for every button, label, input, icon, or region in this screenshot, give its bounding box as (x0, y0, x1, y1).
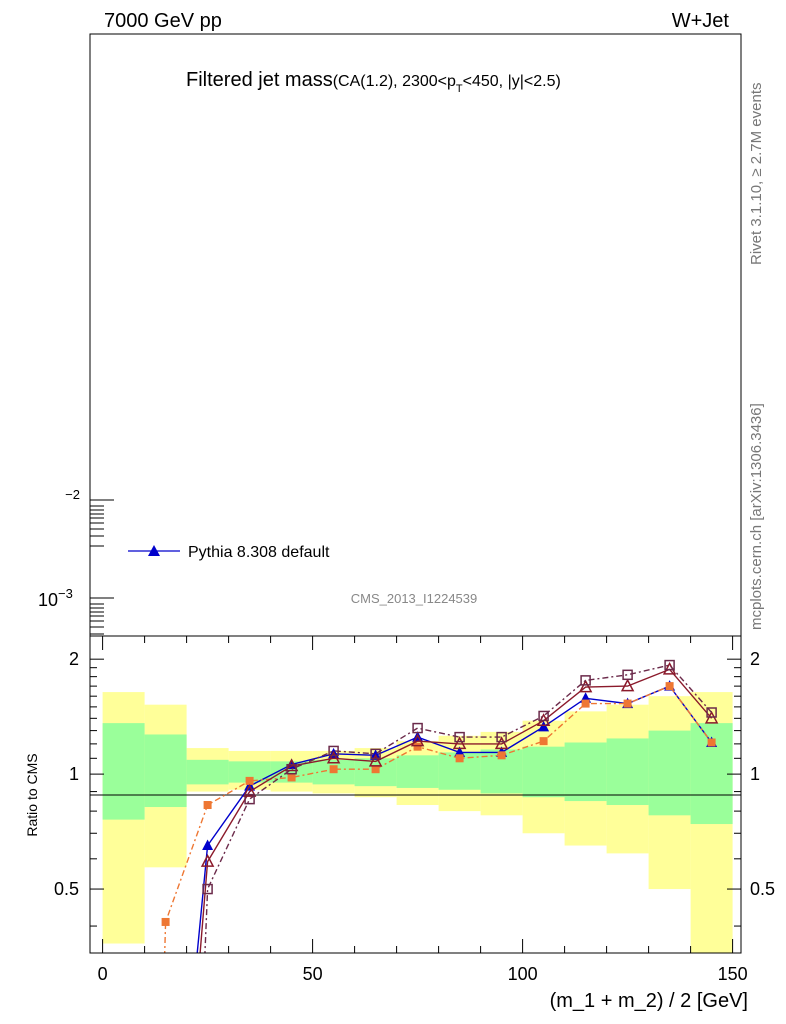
marker-plum (706, 707, 717, 718)
main-y-ticks (90, 499, 114, 635)
rivet-label: Rivet 3.1.10, ≥ 2.7M events (748, 83, 765, 266)
series-line-plum (204, 664, 713, 953)
series-line-darkred (199, 668, 713, 953)
legend-marker-pythia (148, 545, 160, 556)
marker-plum (244, 793, 255, 805)
ratio-series (161, 659, 719, 953)
x-tick-label: 0 (98, 964, 108, 984)
legend: Pythia 8.308 default (128, 544, 330, 561)
marker-plum (202, 883, 213, 895)
mcplots-label: mcplots.cern.ch [arXiv:1306.3436] (748, 403, 765, 630)
marker-orange (707, 738, 716, 747)
marker-darkred (578, 679, 593, 693)
title-sub-a: (CA(1.2), 2300<p (333, 73, 456, 90)
title-main: Filtered jet mass (186, 69, 333, 91)
marker-darkred (494, 736, 509, 750)
band-inner (606, 738, 649, 806)
ratio-ylabel: Ratio to CMS (24, 753, 40, 836)
band-inner (396, 755, 439, 788)
marker-orange (287, 773, 296, 782)
marker-orange (665, 682, 674, 691)
header-right-label: W+Jet (672, 10, 730, 32)
marker-darkred (200, 853, 215, 867)
marker-orange (539, 737, 548, 746)
y-tick-label-right: 1 (750, 764, 760, 784)
ratio-panel: 0 50 100 150 0.5 0.5 1 1 2 2 Ratio to CMS (m_1 + … (24, 635, 775, 1012)
marker-plum (580, 675, 591, 686)
band-inner (564, 742, 607, 802)
marker-pythia (202, 839, 214, 851)
y-tick-label-left: 1 (69, 764, 79, 784)
marker-darkred (410, 733, 425, 747)
x-tick-label: 150 (718, 964, 748, 984)
band-inner (522, 746, 565, 798)
marker-orange (497, 751, 506, 760)
marker-plum (286, 763, 297, 775)
marker-orange (581, 699, 590, 708)
marker-plum (538, 710, 549, 722)
main-y-tick-label-upper: −2 (65, 487, 80, 502)
marker-plum (496, 731, 507, 743)
main-panel: Filtered jet mass(CA(1.2), 2300<pT<450, … (38, 33, 742, 637)
marker-orange (623, 699, 632, 708)
band-inner (648, 730, 691, 816)
main-title: Filtered jet mass(CA(1.2), 2300<pT<450, … (186, 69, 561, 95)
y-tick-label-left: 2 (69, 649, 79, 669)
marker-darkred (368, 753, 383, 767)
marker-orange (161, 917, 170, 926)
marker-darkred (242, 783, 257, 797)
marker-plum (664, 659, 675, 671)
marker-orange (203, 801, 212, 810)
series-line-pythia (196, 685, 713, 953)
y-tick-label-right: 2 (750, 649, 760, 669)
legend-label-pythia: Pythia 8.308 default (188, 544, 330, 561)
band-inner (228, 761, 271, 783)
title-sub-b: T (456, 83, 463, 95)
marker-pythia (538, 720, 550, 732)
marker-darkred (326, 750, 341, 764)
x-tick-label: 100 (508, 964, 538, 984)
y-tick-label-left: 0.5 (54, 879, 79, 899)
header-left-label: 7000 GeV pp (104, 10, 222, 32)
ratio-ticks: 0 50 100 150 0.5 0.5 1 1 2 2 (54, 636, 775, 984)
x-axis-label: (m_1 + m_2) / 2 [GeV] (550, 990, 748, 1012)
title-sub-c: <450, |y|<2.5) (463, 73, 561, 90)
band-inner (186, 759, 229, 785)
marker-plum (370, 748, 381, 760)
marker-darkred (620, 678, 635, 692)
marker-plum (328, 745, 339, 757)
marker-orange (455, 754, 464, 763)
ratio-panel-frame (89, 635, 742, 954)
analysis-label: CMS_2013_I1224539 (351, 591, 478, 606)
x-tick-label: 50 (303, 964, 323, 984)
band-inner (144, 734, 187, 808)
band-inner (102, 723, 145, 820)
marker-plum (622, 669, 633, 681)
marker-plum (454, 731, 465, 743)
main-y-tick-label-lower: 10−3 (38, 586, 73, 610)
uncertainty-bands (102, 692, 733, 953)
marker-plum (412, 722, 423, 734)
marker-pythia (454, 746, 466, 757)
marker-orange (371, 765, 380, 774)
y-tick-label-right: 0.5 (750, 879, 775, 899)
marker-orange (329, 765, 338, 774)
marker-orange (245, 776, 254, 785)
marker-orange (413, 742, 422, 751)
marker-darkred (452, 736, 467, 750)
